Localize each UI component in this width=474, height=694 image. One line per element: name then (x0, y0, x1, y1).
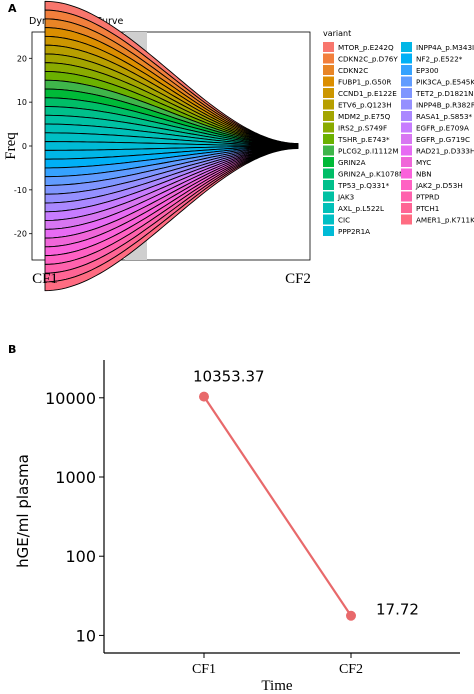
legend-label: TET2_p.D1821N (415, 89, 474, 98)
legend-swatch (401, 111, 412, 121)
line-y-tick-label: 10 (76, 626, 96, 645)
legend-swatch (401, 191, 412, 202)
legend-label: IRS2_p.S749F (338, 124, 387, 133)
legend-swatch (323, 214, 334, 225)
legend-swatch (323, 111, 334, 121)
legend-swatch (401, 122, 412, 133)
legend-swatch (401, 214, 412, 225)
line-data-label: 10353.37 (193, 368, 265, 386)
legend-label: NF2_p.E522* (416, 55, 463, 64)
legend-label: INPP4B_p.R382R (416, 101, 474, 110)
legend-label: CCND1_p.E122E (338, 89, 397, 98)
line-point (346, 610, 356, 621)
legend-title: variant (323, 29, 351, 38)
line-point (199, 391, 209, 402)
legend-label: MDM2_p.E75Q (338, 112, 391, 121)
fish-y-tick-label: 10 (17, 98, 27, 107)
legend-swatch (323, 145, 334, 156)
fish-y-tick-label: -10 (14, 186, 27, 195)
fish-y-tick-label: 20 (17, 54, 27, 63)
legend-swatch (323, 191, 334, 202)
legend-label: INPP4A_p.M343I (416, 43, 474, 52)
legend-label: CDKN2C (338, 66, 368, 75)
legend-label: PLCG2_p.I1112M (338, 147, 399, 156)
legend-swatch (323, 76, 334, 87)
legend-label: RASA1_p.S853* (416, 112, 473, 121)
legend: MTOR_p.E242Q CDKN2C_p.D76Y CDKN2C FUBP1_p.G… (323, 42, 474, 236)
legend-label: MYC (416, 158, 431, 167)
line-series (203, 395, 352, 617)
legend-label: TP53_p.Q331* (337, 181, 390, 190)
legend-swatch (323, 180, 334, 190)
legend-label: AMER1_p.K711K (416, 216, 474, 225)
legend-label: CIC (338, 216, 350, 225)
line-y-tick-label: 1000 (55, 468, 96, 487)
legend-label: EP300 (416, 66, 439, 75)
legend-swatch (323, 99, 334, 110)
fish-x-tick-cf1: CF1 (32, 271, 58, 287)
line-x-tick-cf2: CF2 (339, 662, 363, 677)
legend-swatch (401, 145, 412, 156)
legend-swatch (401, 88, 412, 98)
panel-b-label: B (8, 343, 16, 356)
legend-label: GRIN2A (338, 158, 366, 167)
legend-swatch (401, 99, 412, 110)
legend-swatch (401, 203, 412, 213)
legend-label: AXL_p.L522L (338, 204, 384, 213)
legend-label: GRIN2A_p.K1078N (338, 170, 404, 179)
legend-label: MTOR_p.E242Q (338, 43, 394, 52)
line-y-tick-label: 10000 (45, 389, 96, 408)
legend-label: NBN (416, 170, 432, 179)
legend-label: JAK3 (337, 193, 354, 202)
legend-label: PPP2R1A (338, 227, 370, 236)
line-plot: 10 100 1000 10000 10353.37 17.72 (45, 360, 460, 658)
legend-swatch (401, 76, 412, 87)
legend-swatch (323, 122, 334, 133)
line-y-axis-label: hGE/ml plasma (14, 454, 32, 568)
legend-swatch (323, 42, 334, 52)
legend-label: EGFR_p.E709A (416, 124, 469, 133)
legend-swatch (401, 180, 412, 190)
legend-label: FUBP1_p.G50R (338, 78, 391, 87)
legend-swatch (323, 65, 334, 75)
legend-label: JAK2_p.D53H (415, 181, 463, 190)
fish-y-tick-label: 0 (22, 142, 27, 151)
legend-swatch (401, 53, 412, 64)
legend-label: TSHR_p.E743* (337, 135, 390, 144)
fish-band-AMER1_p.K711K (44, 147, 299, 292)
fish-y-axis-label: Freq (3, 132, 19, 160)
legend-swatch (323, 168, 334, 179)
fish-x-tick-cf2: CF2 (285, 271, 311, 287)
line-x-tick-cf1: CF1 (192, 662, 216, 677)
legend-label: ETV6_p.Q123H (338, 101, 392, 110)
fish-y-tick-label: -20 (14, 230, 27, 239)
legend-swatch (401, 42, 412, 52)
fish-plot: -20 -10 0 10 20 (14, 0, 311, 292)
line-data-label: 17.72 (376, 601, 419, 619)
legend-label: PTCH1 (416, 204, 439, 213)
legend-swatch (401, 157, 412, 167)
line-x-axis-label: Time (261, 678, 292, 694)
legend-swatch (323, 88, 334, 98)
legend-swatch (401, 65, 412, 75)
legend-label: RAD21_p.D333H (416, 147, 474, 156)
legend-swatch (323, 226, 334, 236)
line-y-tick-label: 100 (65, 547, 96, 566)
legend-swatch (401, 168, 412, 179)
legend-swatch (401, 134, 412, 144)
legend-swatch (323, 53, 334, 64)
legend-swatch (323, 203, 334, 213)
legend-label: PTPRD (416, 193, 440, 202)
panel-a-label: A (8, 2, 17, 15)
legend-swatch (323, 157, 334, 167)
legend-label: EGFR_p.G719C (416, 135, 470, 144)
legend-label: PIK3CA_p.E545K (416, 78, 474, 87)
legend-swatch (323, 134, 334, 144)
legend-label: CDKN2C_p.D76Y (338, 55, 398, 64)
